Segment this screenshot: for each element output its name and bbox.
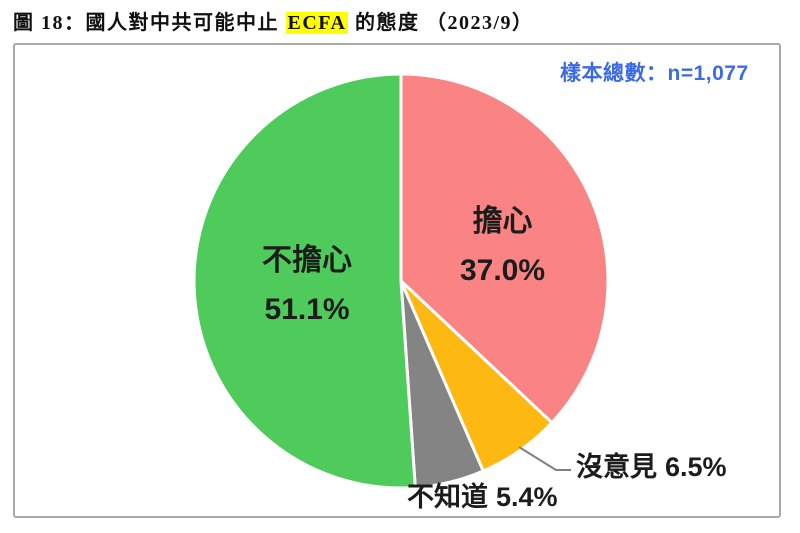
figure-title: 圖 18：國人對中共可能中止 ECFA 的態度 （2023/9） [13, 6, 534, 35]
slice-label-no-opinion: 沒意見 6.5% [576, 453, 727, 482]
figure-title-highlight-ecfa: ECFA [285, 12, 349, 34]
slice-label-not-worry-value: 51.1% [264, 293, 350, 326]
slice-label-not-worry-name: 不擔心 [262, 244, 352, 277]
figure-title-prefix: 圖 18：國人對中共可能中止 [13, 12, 286, 34]
pie-slice-3 [192, 72, 417, 490]
slice-label-dont-know: 不知道 5.4% [407, 483, 558, 512]
slice-label-dont-know-name: 不知道 [407, 482, 488, 512]
sample-size-note: 樣本總數：n=1,077 [560, 62, 749, 85]
slice-label-no-opinion-name: 沒意見 [576, 452, 657, 482]
slice-label-not-worry: 不擔心 51.1% [226, 236, 388, 334]
slice-label-worry-name: 擔心 [472, 205, 533, 238]
slice-label-worry-value: 37.0% [459, 254, 546, 287]
figure-title-suffix: 的態度 （2023/9） [348, 12, 534, 34]
slice-label-no-opinion-value: 6.5% [665, 452, 727, 482]
pie-slices-group [192, 72, 610, 490]
leader-line-no-opinion-icon [518, 446, 571, 471]
slice-label-worry: 擔心 37.0% [420, 197, 585, 295]
pie-slice-0 [399, 72, 610, 425]
slice-label-dont-know-value: 5.4% [496, 482, 558, 512]
